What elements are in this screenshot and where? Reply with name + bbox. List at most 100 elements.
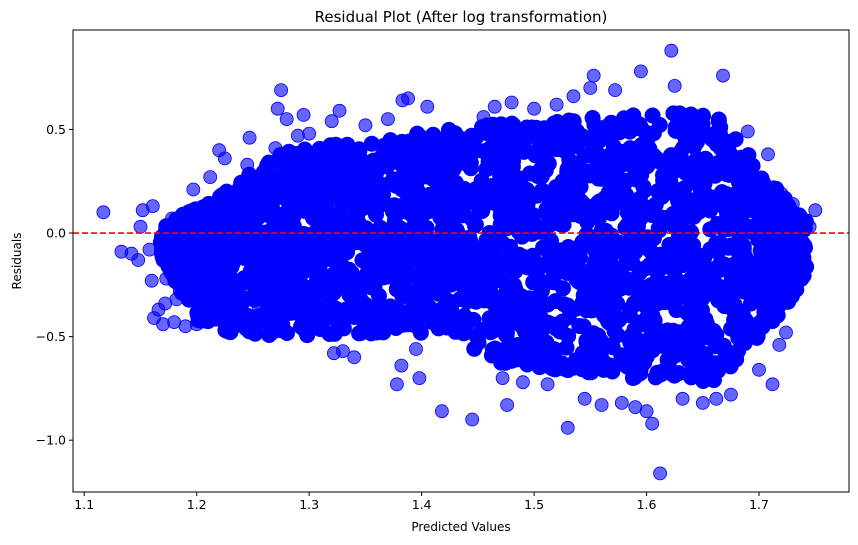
scatter-point [302,126,317,141]
scatter-point [590,327,607,344]
scatter-point [460,314,476,331]
scatter-point [677,137,694,154]
scatter-point [707,355,724,372]
y-tick-label: −1.0 [36,433,66,448]
scatter-point [341,261,357,278]
scatter-point [717,344,734,361]
scatter-point [499,190,516,207]
scatter-point [335,344,350,359]
scatter-point [742,295,759,312]
scatter-point [409,125,426,142]
scatter-point [802,219,817,234]
scatter-point [461,274,477,291]
x-tick-label: 1.4 [412,497,432,512]
scatter-point [589,273,606,290]
scatter-point [289,261,306,277]
scatter-point [694,344,711,361]
scatter-point [283,148,300,165]
scatter-point [352,179,369,196]
scatter-point [772,337,787,352]
scatter-point [659,322,676,339]
scatter-point [423,153,440,170]
scatter-point [549,97,564,112]
scatter-point [504,95,519,110]
x-tick-label: 1.3 [299,497,319,512]
scatter-point [718,292,735,309]
scatter-point [289,279,306,296]
scatter-point [738,174,755,191]
scatter-point [194,297,211,314]
scatter-point [543,232,559,249]
scatter-point [311,140,328,157]
scatter-point [409,250,426,267]
scatter-point [466,340,483,357]
scatter-point [473,172,490,189]
scatter-point [534,163,551,180]
scatter-point [445,206,462,223]
x-tick-label: 1.2 [187,497,207,512]
scatter-point [217,322,234,339]
scatter-point [259,203,275,220]
scatter-point [462,232,479,249]
plot-frame [72,29,850,493]
scatter-point [296,151,312,168]
scatter-point [257,226,274,242]
scatter-point [340,155,357,172]
scatter-point [381,137,398,154]
scatter-point [614,395,629,410]
scatter-point [223,186,238,201]
scatter-point [365,152,382,169]
scatter-point [664,43,679,58]
x-axis-label: Predicted Values [411,520,510,534]
scatter-point [594,128,611,145]
scatter-point [358,118,373,133]
scatter-point [644,107,661,124]
scatter-point [638,348,655,365]
scatter-point [259,266,276,283]
scatter-point [223,294,240,311]
scatter-point [642,243,659,260]
scatter-point [757,206,773,223]
scatter-point [409,342,423,356]
scatter-point [565,191,582,208]
scatter-point [531,272,548,289]
scatter-point [789,224,803,238]
scatter-point [547,137,564,154]
scatter-point [268,297,285,314]
scatter-point [540,377,555,392]
scatter-point [655,172,672,189]
scatter-point [617,353,634,370]
scatter-point [293,318,309,335]
scatter-point [324,114,339,129]
scatter-point [600,184,617,201]
scatter-point [389,377,404,392]
scatter-point [511,246,528,263]
scatter-point [576,147,593,164]
scatter-point [653,466,667,481]
scatter-point [249,311,266,328]
scatter-point [730,243,747,260]
scatter-point [371,194,388,211]
scatter-point [531,141,548,158]
scatter-point [420,203,437,220]
scatter-point [335,139,352,156]
scatter-point [441,172,458,189]
scatter-point [606,323,623,340]
scatter-point [242,130,257,145]
scatter-point [363,277,380,294]
scatter-point [367,264,384,281]
scatter-point [601,282,618,298]
scatter-point [268,141,283,156]
scatter-point [688,285,705,302]
scatter-point [477,124,493,141]
scatter-point [405,293,422,310]
scatter-point [407,307,424,324]
scatter-point [362,300,379,317]
scatter-point [479,243,496,260]
scatter-point [298,172,315,189]
scatter-point [580,364,597,381]
scatter-point [171,270,188,287]
scatter-point [631,116,648,133]
scatter-point [223,258,240,275]
scatter-point [571,318,588,334]
